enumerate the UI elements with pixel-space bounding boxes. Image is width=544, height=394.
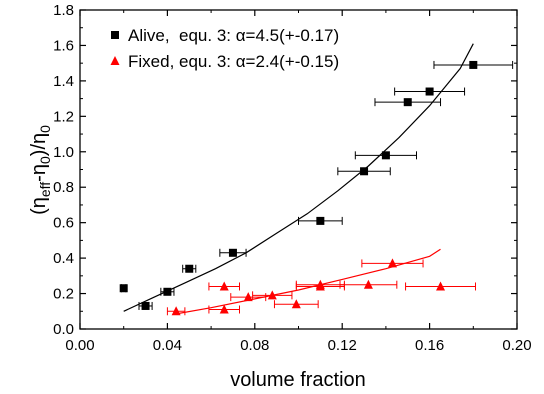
axis-ticks: 0.00 0.04 0.08 0.12 0.16 0.20 0.0 0.2 0.4 0.6 0.8 1… (53, 2, 531, 354)
point-alive (381, 151, 390, 160)
y-label-sub-2: 0 (37, 156, 53, 164)
y-tick-label: 0.0 (53, 321, 74, 338)
point-fixed (436, 281, 446, 291)
error-bars (121, 60, 514, 316)
point-alive (316, 216, 325, 225)
legend-label-fixed: Fixed, equ. 3: α=2.4(+-0.15) (128, 52, 339, 71)
x-tick-label: 0.08 (240, 337, 269, 354)
point-fixed (243, 292, 253, 302)
point-alive (425, 87, 434, 96)
fit-curves (123, 43, 474, 315)
x-tick-label: 0.00 (65, 337, 94, 354)
x-axis-label: volume fraction (230, 369, 366, 391)
point-fixed (267, 290, 277, 300)
x-tick-label: 0.12 (328, 337, 357, 354)
point-alive (469, 60, 478, 69)
point-fixed (363, 279, 373, 289)
data-points (119, 60, 478, 316)
x-tick-label: 0.20 (502, 337, 531, 354)
y-tick-label: 1.4 (53, 73, 74, 90)
legend-marker-fixed (110, 56, 120, 65)
y-tick-label: 1.2 (53, 108, 74, 125)
point-alive (228, 248, 237, 257)
y-tick-label: 1.8 (53, 2, 74, 19)
fit-curve-alive (123, 43, 474, 312)
y-label-part-3: )/η (28, 133, 50, 156)
point-alive (360, 167, 369, 176)
y-tick-label: 1.6 (53, 37, 74, 54)
y-label-sub-3: 0 (37, 125, 53, 133)
point-alive (141, 301, 150, 310)
point-alive (163, 287, 172, 296)
legend: Alive, equ. 3: α=4.5(+-0.17) Fixed, equ.… (110, 26, 339, 71)
point-alive (185, 264, 194, 273)
point-alive (403, 98, 412, 107)
point-alive (119, 284, 128, 293)
y-label-part-2: -η (28, 164, 50, 182)
y-label-part-1: (η (28, 197, 50, 215)
point-fixed (219, 281, 229, 291)
point-fixed (291, 299, 301, 309)
legend-label-alive: Alive, equ. 3: α=4.5(+-0.17) (128, 26, 339, 45)
point-fixed (315, 279, 325, 289)
x-tick-label: 0.16 (415, 337, 444, 354)
point-fixed (171, 306, 181, 316)
y-label-sub-1: eff (37, 182, 53, 197)
x-tick-label: 0.04 (153, 337, 182, 354)
y-axis-label: (ηeff-η0)/η0 (28, 125, 53, 215)
point-fixed (219, 304, 229, 314)
y-tick-label: 0.2 (53, 286, 74, 303)
legend-marker-alive (111, 31, 119, 39)
y-tick-label: 0.6 (53, 215, 74, 232)
y-tick-label: 0.8 (53, 179, 74, 196)
point-fixed (387, 258, 397, 268)
y-tick-label: 0.4 (53, 250, 74, 267)
y-tick-label: 1.0 (53, 144, 74, 161)
